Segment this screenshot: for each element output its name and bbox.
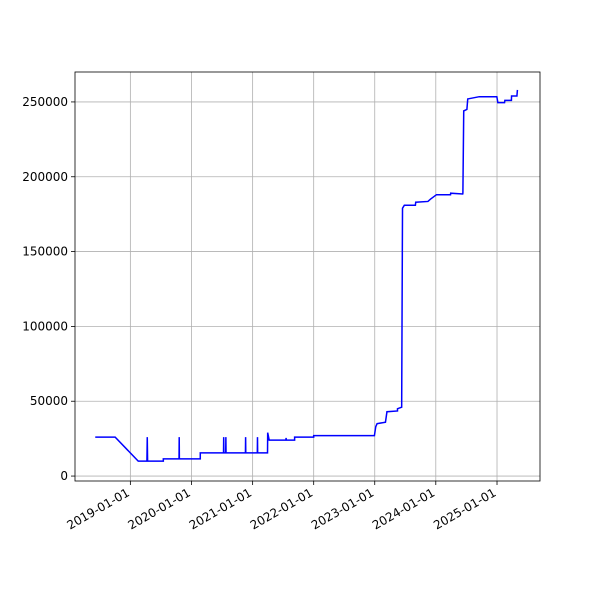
- y-tick-label: 100000: [22, 319, 68, 333]
- data-line: [95, 89, 519, 462]
- y-tick-label: 0: [60, 469, 68, 483]
- plot-frame: [74, 71, 541, 482]
- y-tick-label: 50000: [30, 394, 68, 408]
- y-tick-label: 200000: [22, 170, 68, 184]
- y-tick-label: 150000: [22, 245, 68, 259]
- y-tick-label: 250000: [22, 95, 68, 109]
